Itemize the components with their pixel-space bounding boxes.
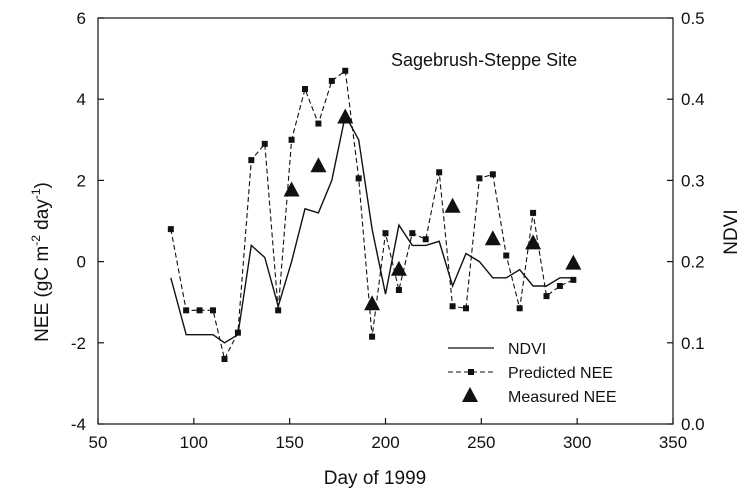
- legend-predicted-label: Predicted NEE: [508, 365, 613, 382]
- x-tick-label: 350: [659, 433, 687, 452]
- predicted-nee-point: [543, 293, 550, 300]
- measured-nee-point: [565, 254, 582, 270]
- predicted-nee-point: [328, 77, 335, 84]
- x-tick-label: 300: [563, 433, 591, 452]
- y2-tick-label: 0.1: [681, 334, 705, 353]
- measured-nee-point: [337, 108, 354, 124]
- predicted-nee-point: [570, 276, 577, 283]
- predicted-nee-point: [221, 356, 228, 363]
- predicted-nee-point: [489, 171, 496, 178]
- legend-measured-label: Measured NEE: [508, 389, 617, 406]
- predicted-nee-point: [167, 226, 174, 233]
- y-tick-label: 6: [77, 9, 86, 28]
- predicted-nee-point: [288, 136, 295, 143]
- predicted-nee-point: [422, 236, 429, 243]
- y2-tick-label: 0.2: [681, 253, 705, 272]
- measured-nee-point: [484, 230, 501, 246]
- y2-tick-label: 0.4: [681, 90, 705, 109]
- y-tick-label: -4: [71, 415, 86, 434]
- predicted-nee-point: [436, 169, 443, 176]
- predicted-nee-point: [210, 307, 216, 314]
- x-axis-label: Day of 1999: [324, 468, 426, 489]
- y-axis-label-part: day: [32, 199, 53, 235]
- x-tick-label: 250: [467, 433, 495, 452]
- predicted-nee-point: [369, 333, 376, 340]
- series: [167, 67, 582, 363]
- predicted-nee-point: [395, 287, 402, 294]
- measured-nee-point: [444, 197, 461, 213]
- x-tick-label: 100: [180, 433, 208, 452]
- predicted-nee-point: [275, 307, 282, 314]
- predicted-nee-point: [409, 230, 416, 237]
- y2-axis-label: NDVI: [721, 209, 742, 254]
- predicted-nee-point: [449, 303, 456, 310]
- chart-annotation: Sagebrush-Steppe Site: [391, 50, 577, 70]
- y-axis-label-part: NEE (gC m: [32, 246, 53, 342]
- measured-nee-point: [390, 260, 407, 276]
- measured-nee-point: [283, 181, 300, 197]
- y2-tick-label: 0.3: [681, 171, 705, 190]
- predicted-nee-point: [342, 67, 349, 74]
- y2-tick-label: 0.0: [681, 415, 705, 434]
- x-tick-label: 150: [275, 433, 303, 452]
- y-tick-label: 0: [77, 253, 86, 272]
- y2-tick-label: 0.5: [681, 9, 705, 28]
- y-axis-label-part: ): [32, 182, 53, 188]
- axes: [97, 17, 674, 425]
- predicted-nee-point: [463, 305, 469, 312]
- predicted-nee-point: [382, 230, 389, 237]
- y-tick-label: 4: [77, 90, 86, 109]
- predicted-nee-point: [261, 140, 268, 147]
- predicted-nee-line: [170, 69, 574, 361]
- y-tick-label: 2: [77, 171, 86, 190]
- legend: NDVI Predicted NEE Measured NEE: [448, 341, 617, 406]
- predicted-nee-point: [234, 329, 241, 336]
- legend-ndvi-label: NDVI: [508, 341, 546, 358]
- predicted-nee-point: [248, 157, 255, 164]
- legend-predicted-marker: [468, 369, 474, 375]
- predicted-nee-point: [302, 86, 308, 93]
- predicted-nee-point: [530, 209, 537, 216]
- x-tick-label: 200: [371, 433, 399, 452]
- y-axis-label: NEE (gC m-2 day-1): [29, 182, 53, 342]
- ticks: 50 100 150 200 250 300 350 -4 -2 0 2 4 6 0.0 0.1 0.2 0.3…: [71, 9, 705, 452]
- predicted-nee-point: [556, 282, 563, 289]
- legend-measured-marker: [462, 387, 478, 402]
- plot-frame: [97, 17, 674, 425]
- predicted-nee-point: [315, 120, 322, 127]
- predicted-nee-point: [503, 252, 510, 259]
- y-axis-label-superscript: -1: [29, 188, 43, 199]
- predicted-nee-point: [516, 305, 523, 312]
- y-tick-label: -2: [71, 334, 86, 353]
- measured-nee-point: [525, 234, 542, 250]
- y-axis-label-superscript: -2: [29, 235, 43, 246]
- predicted-nee-point: [476, 175, 483, 182]
- x-tick-label: 50: [89, 433, 108, 452]
- measured-nee-point: [310, 157, 327, 173]
- predicted-nee-point: [355, 175, 362, 182]
- predicted-nee-point: [196, 307, 203, 314]
- predicted-nee-point: [183, 307, 190, 314]
- measured-nee-point: [364, 295, 381, 311]
